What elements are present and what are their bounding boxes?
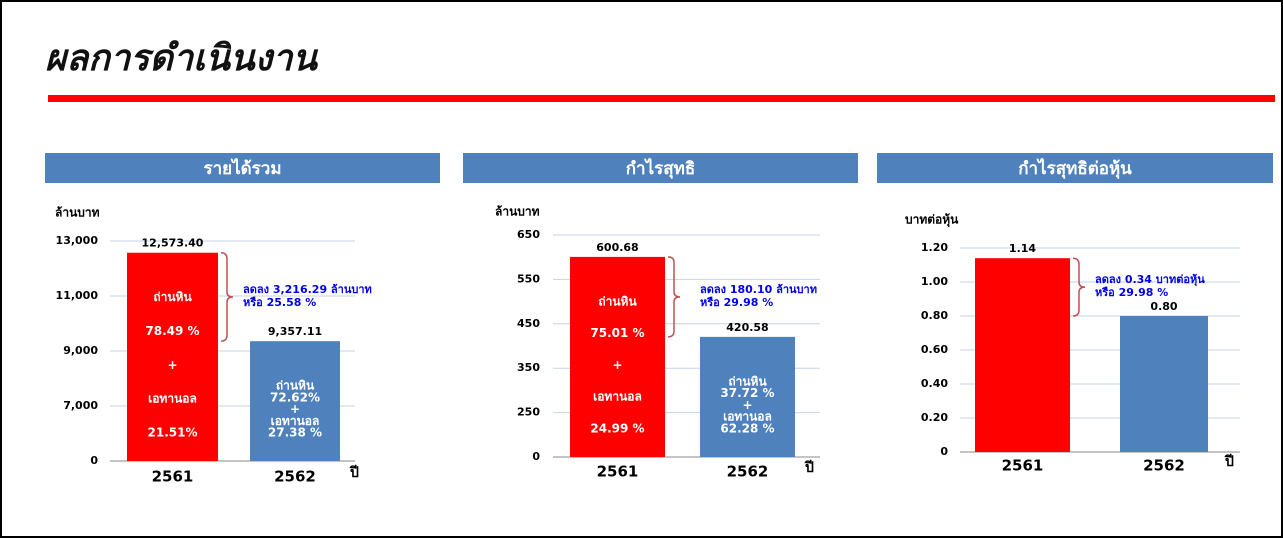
y-tick-label: 7,000 (63, 399, 98, 412)
y-tick-label: 0 (90, 454, 98, 467)
bar (250, 341, 340, 461)
bar-note: เอทานอล (593, 390, 642, 404)
y-tick-label: 0 (532, 450, 540, 463)
y-tick-label: 0.80 (921, 309, 948, 322)
bar-note: 21.51% (148, 426, 198, 440)
panel-title: กำไรสุทธิ (626, 158, 695, 179)
y-tick-label: 250 (517, 406, 540, 419)
bar-note: ถ่านหิน (276, 379, 315, 393)
panel-title: รายได้รวม (203, 158, 281, 179)
bar-note: เอทานอล (271, 414, 320, 428)
bar (1120, 316, 1208, 452)
y-tick-label: 1.20 (921, 241, 948, 254)
bar-note: เอทานอล (148, 392, 197, 406)
value-label: 9,357.11 (268, 325, 322, 338)
y-tick-label: 0.40 (921, 377, 948, 390)
x-tick-label: 2562 (1143, 457, 1185, 475)
bar-note: 27.38 % (268, 426, 322, 440)
bar (570, 256, 665, 457)
y-tick-label: 1.00 (921, 275, 948, 288)
x-axis-label: ปี (349, 465, 359, 481)
x-tick-label: 2562 (727, 463, 769, 481)
change-note: หรือ 29.98 % (1095, 286, 1168, 299)
x-tick-label: 2561 (1002, 457, 1044, 475)
slide-title: ผลการดำเนินงาน (45, 38, 318, 79)
bar-note: ถ่านหิน (728, 374, 767, 388)
value-label: 0.80 (1150, 300, 1177, 313)
panel-header (463, 153, 858, 183)
value-label: 600.68 (596, 241, 638, 254)
brace (1072, 257, 1086, 317)
y-tick-label: 0.60 (921, 343, 948, 356)
x-tick-label: 2561 (597, 463, 639, 481)
panel-header (877, 153, 1273, 183)
value-label: 420.58 (726, 321, 768, 334)
bar (700, 336, 795, 457)
y-axis-label: บาทต่อหุ้น (905, 213, 959, 228)
bar (975, 258, 1070, 452)
x-tick-label: 2562 (274, 468, 316, 486)
brace (667, 256, 681, 338)
y-tick-label: 11,000 (56, 289, 99, 302)
value-label: 1.14 (1009, 242, 1036, 255)
bar-note: + (290, 402, 300, 416)
bar-note: เอทานอล (723, 410, 772, 424)
y-tick-label: 550 (517, 272, 540, 285)
bar-note: 78.49 % (145, 324, 199, 338)
bar-note: 72.62% (270, 390, 320, 404)
y-axis-label: ล้านบาท (495, 205, 540, 219)
value-label: 12,573.40 (142, 237, 204, 250)
change-note: หรือ 25.58 % (243, 296, 316, 309)
x-tick-label: 2561 (152, 468, 194, 486)
title-rule (48, 95, 1275, 102)
change-note: ลดลง 180.10 ล้านบาท (700, 283, 817, 296)
change-note: ลดลง 0.34 บาทต่อหุ้น (1095, 273, 1205, 287)
x-axis-label: ปี (804, 460, 814, 476)
y-tick-label: 9,000 (63, 344, 98, 357)
bar-note: + (742, 398, 752, 412)
change-note: หรือ 29.98 % (700, 296, 773, 309)
bar-note: ถ่านหิน (153, 290, 192, 304)
y-tick-label: 13,000 (56, 234, 99, 247)
y-tick-label: 0.20 (921, 411, 948, 424)
y-tick-label: 0 (940, 445, 948, 458)
bar (127, 252, 218, 461)
x-axis-label: ปี (1224, 454, 1234, 470)
panel-title: กำไรสุทธิต่อหุ้น (1018, 158, 1132, 179)
bar-note: 24.99 % (590, 422, 644, 436)
bar-note: 37.72 % (720, 386, 774, 400)
brace (220, 251, 234, 342)
bar-note: + (167, 358, 177, 372)
bar-note: 75.01 % (590, 326, 644, 340)
bar-note: ถ่านหิน (598, 294, 637, 308)
y-tick-label: 350 (517, 361, 540, 374)
y-tick-label: 450 (517, 317, 540, 330)
panel-header (45, 153, 440, 183)
change-note: ลดลง 3,216.29 ล้านบาท (243, 283, 372, 296)
y-tick-label: 650 (517, 228, 540, 241)
y-axis-label: ล้านบาท (55, 206, 100, 220)
bar-note: + (612, 358, 622, 372)
bar-note: 62.28 % (720, 422, 774, 436)
